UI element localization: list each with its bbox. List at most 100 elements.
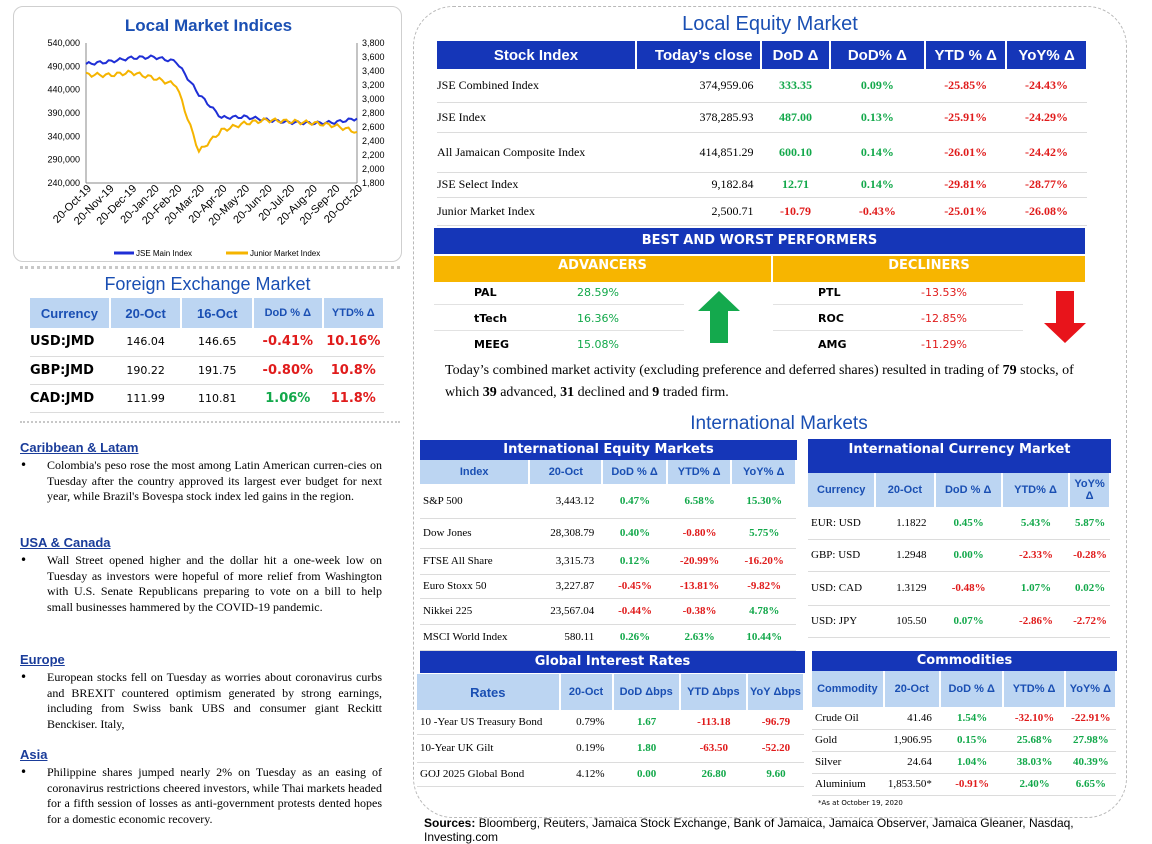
table-cell: Dow Jones [420, 518, 530, 549]
table-cell: 0.12% [602, 548, 667, 575]
lem-cell: 487.00 [761, 102, 830, 133]
bullet-icon: • [20, 670, 28, 684]
firm-count: 9 [652, 385, 660, 400]
header-cell: YTD Δbps [679, 674, 748, 710]
total-stocks: 79 [1002, 363, 1017, 378]
header-cell: Commodity [812, 671, 885, 707]
header-cell: YTD% Δ [666, 460, 733, 484]
table-row: Nikkei 225 23,567.04 -0.44% -0.38% 4.78% [420, 598, 796, 625]
lem-cell: 600.10 [761, 132, 830, 173]
table-cell: 24.64 [883, 751, 940, 774]
fx-cell: USD:JMD [30, 328, 110, 357]
table-cell: Euro Stoxx 50 [420, 574, 530, 599]
table-cell: -20.99% [666, 548, 732, 575]
table-cell: 6.58% [666, 484, 732, 519]
table-cell: GOJ 2025 Global Bond [417, 762, 560, 787]
change-value: -13.53% [921, 286, 967, 299]
legend-label-junior: Junior Market Index [250, 249, 320, 258]
news-heading[interactable]: Europe [20, 652, 65, 667]
table-cell: -0.38% [666, 598, 732, 625]
intl-title: International Markets [690, 413, 868, 434]
news-heading[interactable]: USA & Canada [20, 535, 111, 550]
ticker: AMG [818, 338, 847, 351]
bullet-icon: • [20, 458, 28, 472]
change-value: -12.85% [921, 312, 967, 325]
lem-cell: -24.29% [1006, 102, 1087, 133]
fx-row: USD:JMD 146.04 146.65 -0.41% 10.16% [30, 328, 384, 357]
table-row: S&P 500 3,443.12 0.47% 6.58% 15.30% [420, 484, 796, 519]
ticker: ROC [818, 312, 844, 325]
lem-cell: -0.43% [829, 197, 926, 226]
lem-header-cell: Stock Index [437, 41, 637, 69]
commodities-table: Commodity 20-Oct DoD % Δ YTD% Δ YoY% Δ Crude… [812, 671, 1118, 796]
table-cell: -96.79 [746, 710, 804, 735]
table-cell: GBP: USD [808, 539, 876, 572]
lem-cell: 0.14% [829, 132, 926, 173]
table-cell: 0.45% [934, 507, 1002, 540]
news-heading[interactable]: Caribbean & Latam [20, 440, 139, 455]
header-cell: Currency [808, 473, 877, 507]
change-value: -11.29% [921, 338, 967, 351]
table-cell: 3,227.87 [529, 574, 603, 599]
table-cell: 1.07% [1001, 571, 1070, 606]
lem-row: All Jamaican Composite Index 414,851.29 60… [437, 132, 1087, 173]
lem-cell: 0.14% [829, 172, 926, 198]
table-row: Euro Stoxx 50 3,227.87 -0.45% -13.81% -9.82% [420, 574, 796, 599]
ticker: PAL [474, 286, 497, 299]
lem-cell: Junior Market Index [437, 197, 636, 226]
lem-cell: 0.13% [829, 102, 926, 133]
left-tick-label: 240,000 [47, 178, 80, 188]
table-cell: USD: JPY [808, 605, 876, 638]
fx-cell: 10.16% [322, 328, 384, 357]
header-cell: DoD % Δ [602, 460, 668, 484]
lem-cell: -25.85% [925, 69, 1007, 103]
news-heading[interactable]: Asia [20, 747, 48, 762]
header-cell: YoY Δbps [746, 674, 806, 710]
right-tick-label: 3,200 [362, 80, 385, 90]
summary-text: traded firm. [659, 385, 729, 400]
table-row: Aluminium 1,853.50* -0.91% 2.40% 6.65% [812, 773, 1116, 796]
summary-text: advanced, [496, 385, 561, 400]
header-cell: DoD % Δ [939, 671, 1005, 707]
lem-cell: JSE Combined Index [437, 69, 636, 103]
ticker: tTech [474, 312, 508, 325]
table-cell: 10 -Year US Treasury Bond [417, 710, 560, 735]
left-tick-label: 490,000 [47, 61, 80, 71]
table-cell: 3,443.12 [529, 484, 603, 519]
fx-cell: 1.06% [253, 384, 323, 413]
fx-cell: 146.65 [181, 328, 254, 357]
right-tick-label: 3,600 [362, 52, 385, 62]
fx-header-cell: 20-Oct [109, 298, 183, 328]
lem-cell: -25.91% [925, 102, 1007, 133]
left-tick-label: 340,000 [47, 131, 80, 141]
lem-header-cell: YTD % Δ [925, 41, 1008, 69]
commodities-note: *As at October 19, 2020 [818, 799, 903, 807]
table-cell: 0.07% [934, 605, 1002, 638]
divider [20, 421, 400, 423]
lem-cell: 414,851.29 [635, 132, 762, 173]
table-cell: 5.75% [731, 518, 796, 549]
table-cell: 0.47% [602, 484, 667, 519]
lem-row: JSE Combined Index 374,959.06 333.35 0.09% -… [437, 69, 1087, 103]
lem-cell: 12.71 [761, 172, 830, 198]
market-summary: Today’s combined market activity (exclud… [445, 360, 1085, 404]
declined-count: 31 [560, 385, 575, 400]
right-tick-label: 3,800 [362, 38, 385, 48]
local-equity-panel [413, 6, 1127, 818]
table-cell: 0.26% [602, 624, 667, 651]
right-tick-label: 2,400 [362, 136, 385, 146]
lem-cell: -10.79 [761, 197, 830, 226]
sources-label: Sources: [424, 816, 476, 830]
news-text: Colombia's peso rose the most among Lati… [47, 458, 382, 503]
local-equity-title: Local Equity Market [682, 13, 858, 35]
table-cell: 2.63% [666, 624, 732, 651]
local-equity-table: Stock Index Today’s close DoD Δ DoD% Δ YTD %… [437, 41, 1088, 226]
advancers-row: MEEG 15.08% [434, 335, 684, 357]
news-text: European stocks fell on Tuesday as worri… [47, 670, 382, 731]
table-row: Crude Oil 41.46 1.54% -32.10% -22.91% [812, 707, 1116, 730]
table-cell: 0.19% [559, 734, 613, 763]
lem-row: Junior Market Index 2,500.71 -10.79 -0.43% -… [437, 197, 1087, 226]
news-item: • Colombia's peso rose the most among Lat… [20, 458, 382, 505]
left-tick-label: 390,000 [47, 108, 80, 118]
header-cell: 20-Oct [875, 473, 936, 507]
